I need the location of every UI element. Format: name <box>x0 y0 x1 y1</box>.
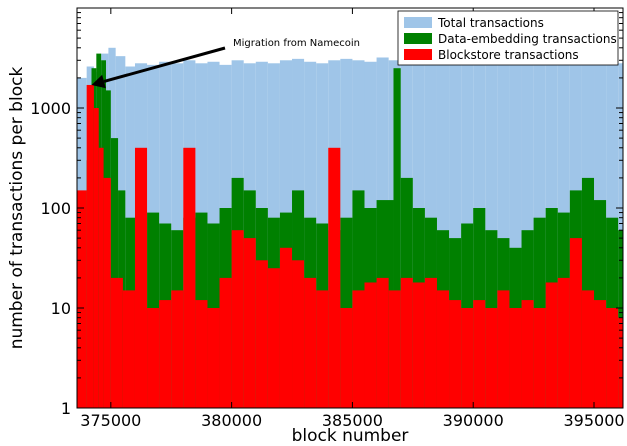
bar-blockstore <box>449 300 462 408</box>
bar-blockstore <box>618 317 623 408</box>
x-tick-label: 390000 <box>443 411 504 430</box>
axis-ticks: 375000 380000 385000 390000 395000 1 10 100 1000 <box>30 8 625 430</box>
bar-blockstore <box>424 277 437 408</box>
legend: Total transactions Data-embedding transac… <box>397 10 619 66</box>
y-axis-label: number of transactions per block <box>7 67 27 350</box>
bar-blockstore <box>195 300 208 408</box>
bar-blockstore <box>606 308 619 408</box>
bar-blockstore <box>292 260 305 408</box>
bar-blockstore <box>545 282 558 408</box>
bar-blockstore <box>279 247 293 408</box>
plot-area <box>77 47 623 409</box>
legend-swatch-blockstore <box>404 49 432 60</box>
x-tick-label: 395000 <box>563 411 624 430</box>
annotation-arrow-line <box>103 46 226 83</box>
bar-blockstore <box>98 147 104 408</box>
bar-blockstore <box>134 147 148 408</box>
bar-blockstore <box>93 108 99 408</box>
bar-data-embedding <box>110 138 119 408</box>
bar-blockstore <box>86 84 94 408</box>
y-tick-label: 10 <box>51 299 71 318</box>
x-tick-label: 380000 <box>201 411 262 430</box>
legend-label-data-embedding: Data-embedding transactions <box>438 32 617 46</box>
bar-blockstore <box>77 190 87 408</box>
bar-blockstore <box>376 277 389 408</box>
bar-blockstore <box>461 308 474 408</box>
bar-blockstore <box>122 290 135 408</box>
bar-blockstore <box>352 290 365 408</box>
series-blockstore <box>77 84 623 408</box>
bar-blockstore <box>231 230 244 408</box>
legend-swatch-data-embedding <box>404 33 432 44</box>
bar-blockstore <box>497 290 510 408</box>
bar-blockstore <box>400 277 413 408</box>
bar-blockstore <box>219 277 232 408</box>
bar-blockstore <box>509 308 522 408</box>
y-tick-label: 1 <box>61 399 71 418</box>
bar-blockstore <box>569 238 582 408</box>
bar-blockstore <box>594 300 607 408</box>
annotation-text: Migration from Namecoin <box>233 38 360 49</box>
bar-blockstore <box>304 277 317 408</box>
annotation: Migration from Namecoin <box>91 38 360 89</box>
bar-blockstore <box>103 177 111 408</box>
y-tick-label: 100 <box>40 199 71 218</box>
bar-blockstore <box>183 147 196 408</box>
bar-blockstore <box>521 300 534 408</box>
bar-blockstore <box>473 300 486 408</box>
bar-blockstore <box>388 290 401 408</box>
bar-blockstore <box>436 290 450 408</box>
bar-blockstore <box>340 308 353 408</box>
bar-blockstore <box>581 290 595 408</box>
bar-blockstore <box>147 308 160 408</box>
x-tick-label: 385000 <box>322 411 383 430</box>
bar-blockstore <box>267 268 280 408</box>
bar-blockstore <box>255 260 268 408</box>
bar-blockstore <box>485 308 498 408</box>
bar-blockstore <box>533 308 546 408</box>
bar-blockstore <box>316 290 329 408</box>
legend-label-blockstore: Blockstore transactions <box>438 48 579 62</box>
y-tick-label: 1000 <box>30 99 71 118</box>
bar-blockstore <box>171 290 184 408</box>
bar-blockstore <box>328 147 341 408</box>
bar-blockstore <box>364 282 377 408</box>
bar-blockstore <box>207 308 220 408</box>
legend-label-total: Total transactions <box>437 16 544 30</box>
bar-blockstore <box>110 277 123 408</box>
bar-blockstore <box>159 300 172 408</box>
legend-swatch-total <box>404 17 432 28</box>
x-axis-label: block number <box>292 426 409 446</box>
bar-blockstore <box>243 238 256 408</box>
bar-blockstore <box>412 282 425 408</box>
legend-box <box>397 10 619 66</box>
x-tick-label: 375000 <box>80 411 141 430</box>
bar-data-embedding <box>393 68 401 409</box>
bar-blockstore <box>557 277 570 408</box>
annotation-arrowhead <box>91 74 106 89</box>
